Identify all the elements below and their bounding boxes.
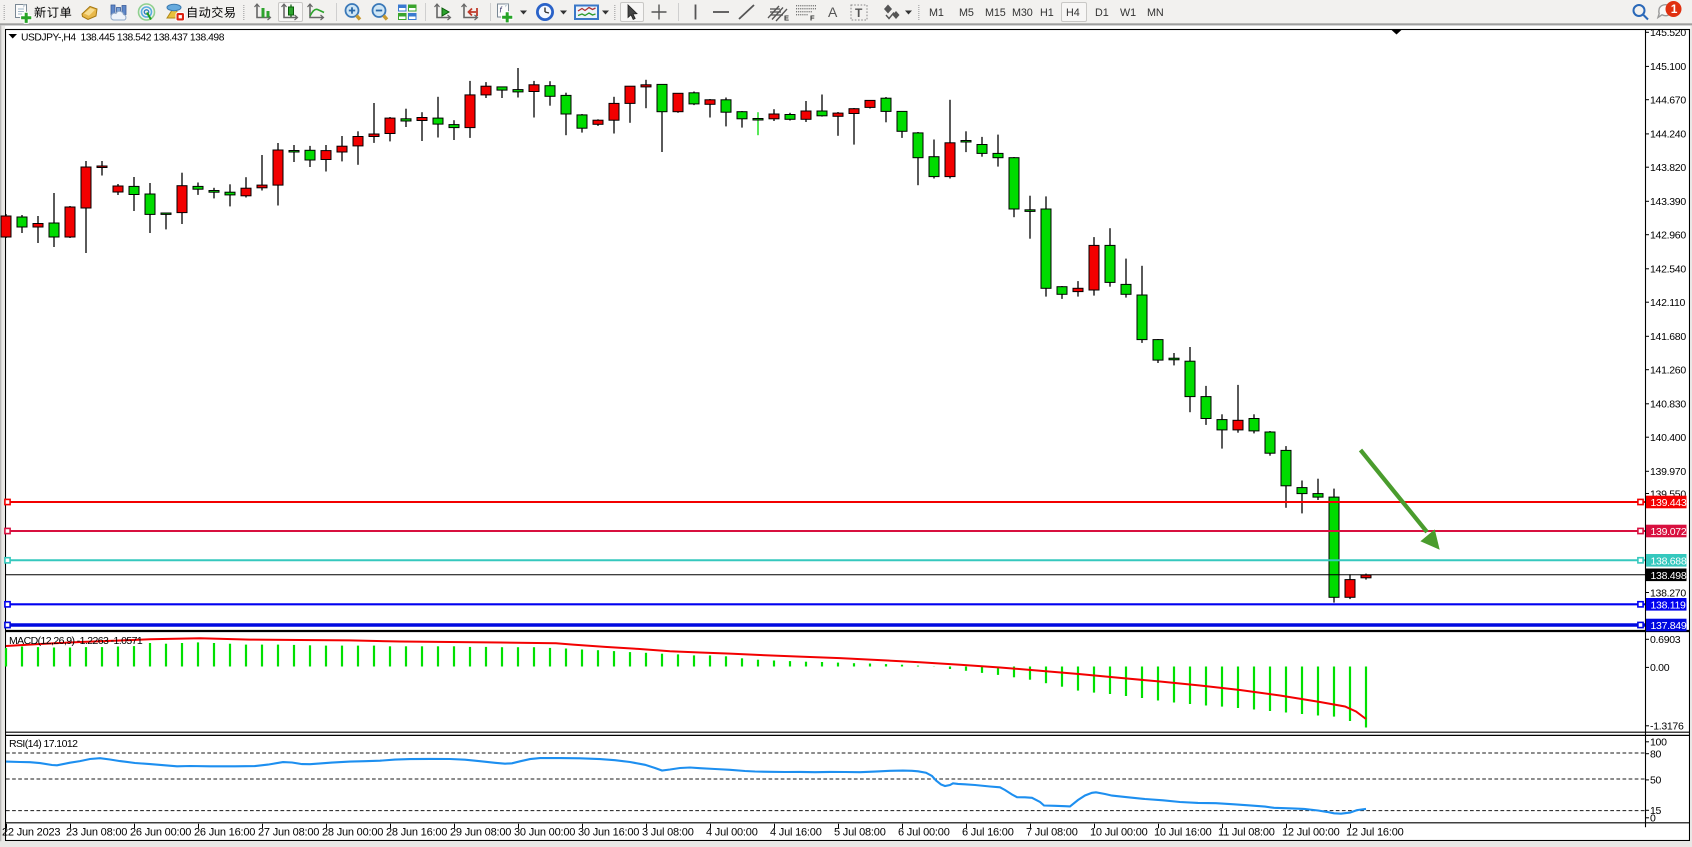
svg-text:28 Jun 16:00: 28 Jun 16:00 [386, 827, 447, 839]
svg-text:0.00: 0.00 [1650, 662, 1670, 674]
svg-text:11 Jul 08:00: 11 Jul 08:00 [1218, 827, 1275, 839]
svg-text:f: f [500, 6, 503, 15]
svg-text:143.390: 143.390 [1650, 196, 1686, 208]
svg-text:6 Jul 16:00: 6 Jul 16:00 [962, 827, 1014, 839]
svg-text:H4: H4 [1066, 7, 1080, 19]
svg-text:138.119: 138.119 [1651, 599, 1687, 611]
svg-text:142.110: 142.110 [1650, 297, 1686, 309]
svg-text:50: 50 [1650, 775, 1662, 787]
svg-text:142.540: 142.540 [1650, 264, 1686, 276]
svg-text:100: 100 [1650, 737, 1667, 749]
svg-text:10 Jul 00:00: 10 Jul 00:00 [1090, 827, 1148, 839]
svg-text:144.240: 144.240 [1650, 129, 1686, 141]
svg-text:USDJPY-,H4 138.445 138.542 13: USDJPY-,H4 138.445 138.542 138.437 138.4… [21, 33, 225, 44]
svg-text:5 Jul 08:00: 5 Jul 08:00 [834, 827, 886, 839]
svg-text:28 Jun 00:00: 28 Jun 00:00 [322, 827, 383, 839]
svg-text:A: A [828, 4, 838, 20]
svg-text:26 Jun 16:00: 26 Jun 16:00 [194, 827, 255, 839]
svg-text:H1: H1 [1040, 7, 1054, 19]
svg-text:15: 15 [1650, 805, 1662, 817]
svg-text:RSI(14) 17.1012: RSI(14) 17.1012 [9, 738, 78, 750]
svg-text:MACD(12,26,9) -1.2263 -1.0571: MACD(12,26,9) -1.2263 -1.0571 [9, 635, 143, 647]
svg-text:E: E [784, 14, 789, 23]
svg-text:M1: M1 [929, 7, 944, 19]
svg-text:139.443: 139.443 [1651, 497, 1687, 509]
svg-text:1: 1 [1671, 2, 1678, 16]
svg-text:27 Jun 08:00: 27 Jun 08:00 [258, 827, 319, 839]
svg-text:MN: MN [1147, 7, 1164, 19]
svg-text:M15: M15 [985, 7, 1006, 19]
svg-text:26 Jun 00:00: 26 Jun 00:00 [130, 827, 191, 839]
svg-text:143.820: 143.820 [1650, 162, 1686, 174]
svg-text:138.270: 138.270 [1650, 587, 1686, 599]
svg-text:6 Jul 00:00: 6 Jul 00:00 [898, 827, 950, 839]
svg-text:4 Jul 00:00: 4 Jul 00:00 [706, 827, 758, 839]
svg-text:138.498: 138.498 [1651, 570, 1687, 582]
svg-text:12 Jul 16:00: 12 Jul 16:00 [1346, 827, 1404, 839]
svg-text:M30: M30 [1012, 7, 1033, 19]
svg-text:12 Jul 00:00: 12 Jul 00:00 [1282, 827, 1340, 839]
svg-text:144.670: 144.670 [1650, 95, 1686, 107]
svg-text:145.100: 145.100 [1650, 61, 1686, 73]
svg-text:80: 80 [1650, 749, 1662, 761]
svg-text:138.688: 138.688 [1651, 555, 1687, 567]
svg-text:-1.3176: -1.3176 [1650, 721, 1684, 733]
svg-text:142.960: 142.960 [1650, 230, 1686, 242]
svg-text:0: 0 [1650, 813, 1656, 825]
svg-text:29 Jun 08:00: 29 Jun 08:00 [450, 827, 511, 839]
svg-text:30 Jun 00:00: 30 Jun 00:00 [514, 827, 575, 839]
svg-text:22 Jun 2023: 22 Jun 2023 [2, 827, 60, 839]
svg-text:W1: W1 [1120, 7, 1136, 19]
svg-text:30 Jun 16:00: 30 Jun 16:00 [578, 827, 639, 839]
svg-text:7 Jul 08:00: 7 Jul 08:00 [1026, 827, 1078, 839]
svg-text:F: F [810, 14, 815, 23]
svg-text:140.830: 140.830 [1650, 399, 1686, 411]
svg-text:T: T [855, 6, 863, 20]
svg-text:141.680: 141.680 [1650, 331, 1686, 343]
svg-text:141.260: 141.260 [1650, 365, 1686, 377]
svg-text:145.520: 145.520 [1650, 27, 1686, 39]
svg-text:D1: D1 [1095, 7, 1109, 19]
svg-text:23 Jun 08:00: 23 Jun 08:00 [66, 827, 127, 839]
svg-text:0.6903: 0.6903 [1650, 634, 1681, 646]
svg-text:139.072: 139.072 [1651, 526, 1687, 538]
svg-text:M5: M5 [959, 7, 974, 19]
svg-text:140.400: 140.400 [1650, 432, 1686, 444]
svg-text:137.849: 137.849 [1651, 620, 1687, 632]
svg-text:139.970: 139.970 [1650, 466, 1686, 478]
svg-text:4 Jul 16:00: 4 Jul 16:00 [770, 827, 822, 839]
svg-text:10 Jul 16:00: 10 Jul 16:00 [1154, 827, 1212, 839]
svg-text:3 Jul 08:00: 3 Jul 08:00 [642, 827, 694, 839]
